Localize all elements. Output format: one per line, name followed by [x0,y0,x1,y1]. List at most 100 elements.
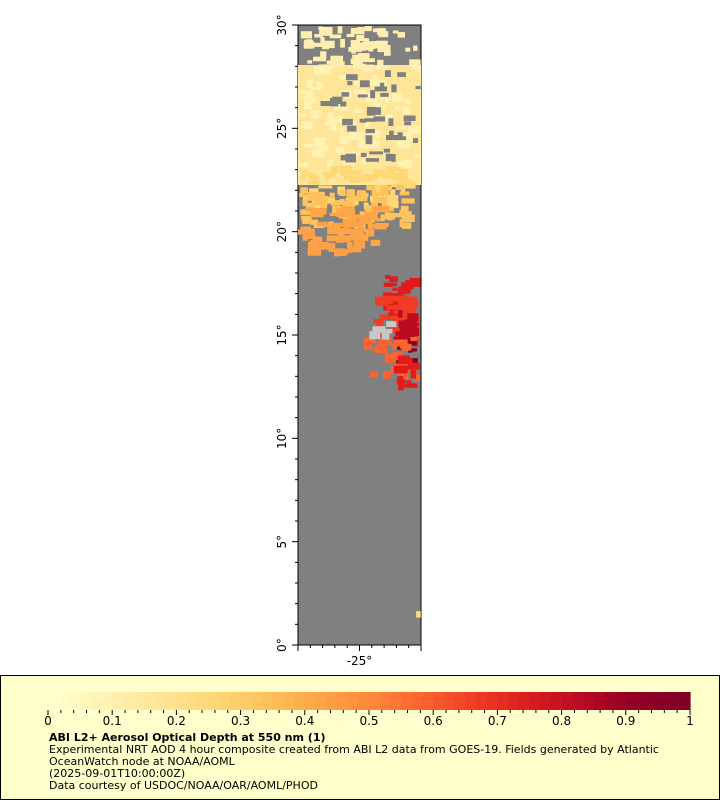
aod-pixel [393,351,403,359]
colorbar-cell [176,692,188,710]
aod-pixel [386,166,391,175]
caption-timestamp: (2025-09-01T10:00:00Z) [49,767,186,780]
aod-pixel [376,40,388,49]
aod-pixel [349,175,363,183]
aod-pixel [377,206,390,213]
aod-pixel [312,42,327,47]
caption-credit: Data courtesy of USDOC/NOAA/OAR/AOML/PHO… [49,779,318,792]
aod-pixel [349,135,362,139]
aod-pixel [330,200,341,206]
aod-pixel [385,153,392,162]
aod-pixel [347,247,353,253]
aod-pixel [298,162,309,168]
aod-pixel [322,46,330,50]
aod-pixel [397,376,404,385]
aod-pixel [405,47,411,52]
aod-pixel [408,338,417,345]
aod-pixel [413,45,418,51]
aod-pixel [357,94,368,98]
colorbar-tick-label: 0.6 [424,714,443,728]
aod-pixel [359,118,367,123]
aod-pixel [361,159,367,165]
aod-pixel [351,195,361,201]
aod-pixel [407,362,420,370]
aod-pixel [403,383,418,388]
aod-pixel [339,165,349,174]
colorbar-cell [262,692,274,710]
aod-pixel [369,331,376,340]
colorbar-cell [636,692,648,710]
aod-pixel [356,192,368,202]
aod-pixel [300,209,313,215]
aod-pixel [399,309,412,318]
aod-pixel [346,189,355,197]
aod-pixel [312,236,318,243]
aod-pixel [373,169,386,177]
colorbar-cell [155,692,167,710]
aod-pixel [398,297,404,304]
aod-pixel [366,205,377,210]
aod-pixel [391,153,396,162]
aod-pixel [326,159,334,168]
aod-pixel [340,235,352,242]
aod-pixel [397,178,409,185]
colorbar-cell [112,692,124,710]
aod-pixel [352,54,360,64]
aod-pixel [338,75,350,80]
aod-pixel [331,123,337,131]
aod-pixel [403,115,416,121]
aod-pixel [415,65,421,73]
aod-pixel [400,299,407,308]
aod-pixel [353,80,363,86]
colorbar-cell [647,692,659,710]
aod-pixel [404,99,412,104]
aod-pixel [349,228,355,237]
colorbar-tick-label: 0.1 [103,714,122,728]
aod-pixel [393,365,408,374]
aod-pixel [351,119,356,128]
aod-pixel [359,234,367,238]
colorbar-cell [454,692,466,710]
aod-pixel [377,343,385,349]
aod-pixel [383,292,393,299]
aod-pixel [315,81,323,88]
aod-pixel [310,188,316,193]
aod-pixel [341,90,348,95]
aod-pixel [374,104,387,109]
lat-tick-label: 20° [275,221,289,242]
caption-title: ABI L2+ Aerosol Optical Depth at 550 nm … [49,731,326,744]
aod-pixel [413,125,421,131]
aod-pixel [401,214,415,222]
aod-pixel [359,211,365,217]
colorbar-cell [48,692,60,710]
aod-pixel [340,101,347,107]
aod-pixel [390,295,405,302]
aod-pixel [347,200,355,208]
colorbar-cell [443,692,456,710]
aod-pixel [318,185,333,189]
aod-pixel [360,215,366,223]
aod-pixel [346,241,353,249]
aod-pixel [393,195,399,200]
aod-pixel [368,224,378,228]
aod-pixel [309,219,319,225]
aod-pixel [384,50,391,56]
aod-pixel [337,26,343,34]
colorbar-cell [133,692,145,710]
aod-pixel [342,118,353,126]
aod-pixel [346,196,352,204]
aod-pixel [374,224,387,230]
aod-pixel [385,114,393,121]
aod-pixel [377,45,391,53]
aod-pixel [372,207,377,215]
lat-tick-label: 5° [275,535,289,549]
aod-pixel [374,331,388,338]
aod-pixel [350,40,361,49]
aod-pixel [335,146,345,153]
aod-pixel [298,113,307,117]
aod-pixel [403,372,409,380]
aod-pixel [380,185,392,192]
aod-pixel [346,33,355,38]
colorbar-tick-label: 1 [686,714,694,728]
colorbar-cell [401,692,413,710]
